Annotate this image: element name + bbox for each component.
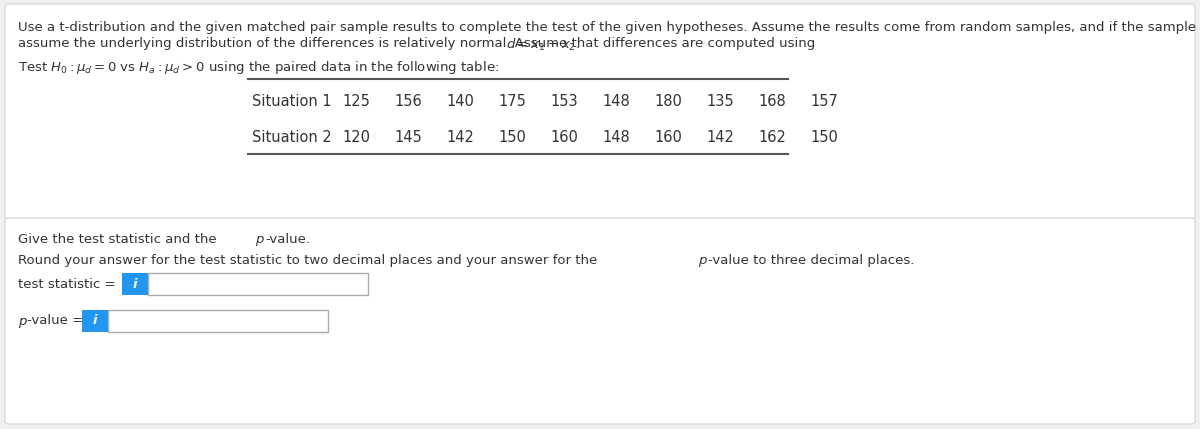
Text: 125: 125 [342, 94, 370, 109]
Text: 162: 162 [758, 130, 786, 145]
Text: 168: 168 [758, 94, 786, 109]
Text: 148: 148 [602, 94, 630, 109]
Text: 150: 150 [498, 130, 526, 145]
Text: Test $H_0 : \mu_d = 0$ vs $H_a : \mu_d > 0$ using the paired data in the followi: Test $H_0 : \mu_d = 0$ vs $H_a : \mu_d >… [18, 59, 499, 76]
Text: 148: 148 [602, 130, 630, 145]
FancyBboxPatch shape [148, 273, 368, 295]
Text: -value to three decimal places.: -value to three decimal places. [708, 254, 914, 267]
Text: 142: 142 [446, 130, 474, 145]
Text: Give the test statistic and the: Give the test statistic and the [18, 233, 221, 246]
Text: 145: 145 [394, 130, 422, 145]
FancyBboxPatch shape [5, 218, 1195, 424]
FancyBboxPatch shape [108, 310, 328, 332]
Text: 156: 156 [394, 94, 422, 109]
Text: Round your answer for the test statistic to two decimal places and your answer f: Round your answer for the test statistic… [18, 254, 601, 267]
Text: 153: 153 [550, 94, 578, 109]
Text: 157: 157 [810, 94, 838, 109]
Text: p: p [18, 314, 26, 327]
Text: 175: 175 [498, 94, 526, 109]
Text: Situation 2: Situation 2 [252, 130, 331, 145]
Text: 160: 160 [654, 130, 682, 145]
Text: test statistic =: test statistic = [18, 278, 115, 290]
FancyBboxPatch shape [5, 4, 1195, 220]
Text: -value.: -value. [265, 233, 310, 246]
Text: 120: 120 [342, 130, 370, 145]
Text: 160: 160 [550, 130, 578, 145]
Text: assume the underlying distribution of the differences is relatively normal. Assu: assume the underlying distribution of th… [18, 37, 820, 50]
FancyBboxPatch shape [122, 273, 148, 295]
Text: p: p [698, 254, 707, 267]
Text: i: i [133, 278, 137, 290]
Text: 142: 142 [706, 130, 734, 145]
Text: i: i [92, 314, 97, 327]
Text: Use a t-distribution and the given matched pair sample results to complete the t: Use a t-distribution and the given match… [18, 21, 1200, 34]
Text: 150: 150 [810, 130, 838, 145]
Text: 135: 135 [706, 94, 734, 109]
FancyBboxPatch shape [82, 310, 108, 332]
Text: -value =: -value = [28, 314, 83, 327]
Text: 140: 140 [446, 94, 474, 109]
Text: Situation 1: Situation 1 [252, 94, 331, 109]
Text: p: p [256, 233, 263, 246]
Text: 180: 180 [654, 94, 682, 109]
Text: $d = x_1 - x_2.$: $d = x_1 - x_2.$ [506, 37, 580, 53]
